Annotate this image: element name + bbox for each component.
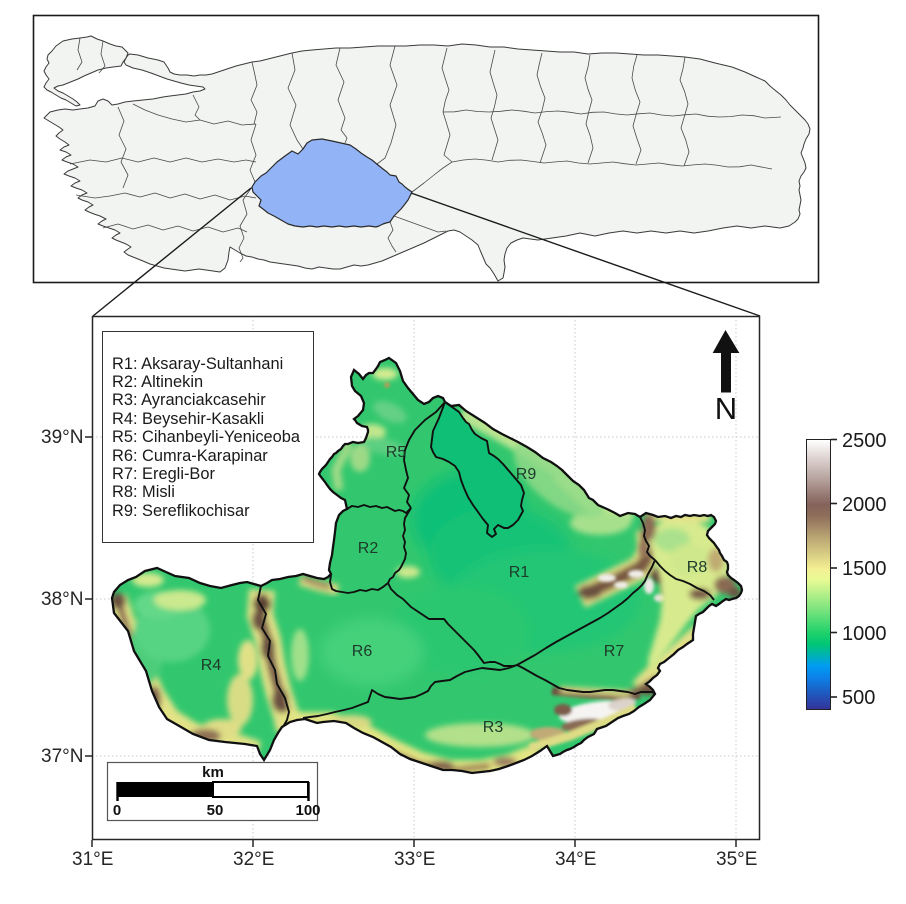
svg-text:R3: R3 xyxy=(483,719,504,736)
svg-text:2500: 2500 xyxy=(842,430,887,452)
svg-text:R6: R6 xyxy=(352,643,373,660)
svg-text:100: 100 xyxy=(295,802,320,819)
svg-text:1500: 1500 xyxy=(842,558,887,580)
svg-text:R9: R9 xyxy=(516,466,537,483)
svg-text:500: 500 xyxy=(842,687,875,709)
svg-text:R7: R7 xyxy=(604,643,625,660)
svg-text:N: N xyxy=(715,391,737,426)
svg-text:R1: R1 xyxy=(509,564,530,581)
svg-text:R2: R2 xyxy=(358,540,379,557)
svg-text:1000: 1000 xyxy=(842,623,887,645)
svg-text:R4: R4 xyxy=(201,657,222,674)
svg-text:50: 50 xyxy=(207,802,224,819)
svg-text:km: km xyxy=(202,764,224,781)
svg-text:R5: R5 xyxy=(386,444,407,461)
svg-text:0: 0 xyxy=(113,802,121,819)
svg-text:2000: 2000 xyxy=(842,494,887,516)
svg-text:R8: R8 xyxy=(687,559,708,576)
